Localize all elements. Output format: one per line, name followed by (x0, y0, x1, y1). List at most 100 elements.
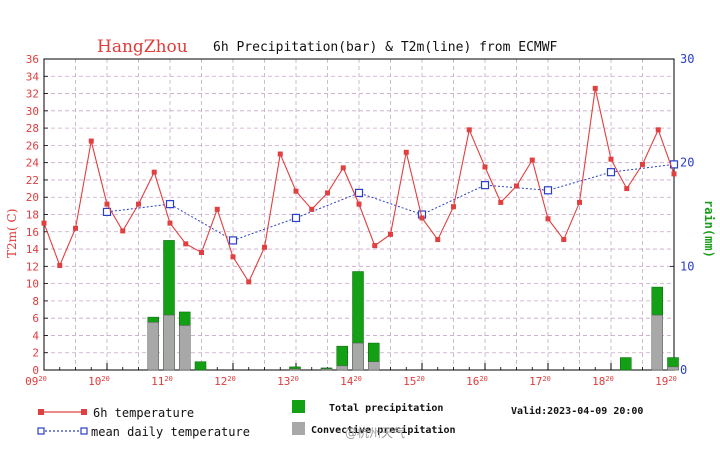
bar-convective (352, 342, 364, 371)
temp-point (482, 164, 488, 170)
temp-point (403, 149, 409, 155)
temp-point (262, 244, 267, 250)
temp-point (561, 237, 567, 243)
temp-point (640, 161, 645, 167)
mean-temp-point (606, 168, 616, 177)
x-tick-label: 1920 (655, 375, 677, 388)
y-left-tick-label: 36 (26, 53, 39, 66)
legend: 6h temperature mean daily temperature To… (37, 400, 643, 439)
bar-convective (147, 322, 159, 371)
y-left-tick-label: 16 (26, 226, 39, 239)
temp-point (498, 199, 504, 205)
watermark: @杭州天气 (345, 425, 405, 440)
precipitation-bars (147, 240, 679, 371)
temp-point (624, 186, 630, 192)
svg-text:Convective precipitation: Convective precipitation (311, 424, 456, 436)
temp-point (88, 138, 94, 144)
y-left-tick-label: 6 (32, 312, 39, 325)
y-axis-left-label: T2m( C) (5, 209, 19, 258)
y-left-tick-label: 30 (26, 105, 39, 118)
temp-point (73, 225, 78, 231)
temp-point (214, 206, 220, 212)
chart-title: 6h Precipitation(bar) & T2m(line) from E… (213, 40, 558, 55)
temp-point (167, 220, 173, 226)
temp-point (183, 241, 189, 247)
temp-point (608, 156, 614, 162)
valid-time: Valid:2023-04-09 20:00 (511, 405, 643, 417)
temp-point (514, 183, 519, 189)
svg-text:Total precipitation: Total precipitation (329, 402, 443, 414)
y-left-tick-label: 20 (26, 191, 39, 204)
mean-temp-point (102, 207, 112, 217)
bar-convective (651, 314, 663, 371)
mean-temp-point (480, 181, 490, 190)
svg-text:6h temperature: 6h temperature (93, 406, 194, 420)
legend-total-precip: Total precipitation (292, 400, 443, 414)
bar-convective (336, 365, 348, 371)
temp-point (592, 85, 598, 91)
mean-temp-line (106, 163, 675, 241)
y-left-tick-label: 14 (26, 243, 40, 256)
y-left-tick-label: 34 (26, 70, 40, 83)
x-tick-label: 1520 (403, 375, 425, 388)
x-tick-label: 1820 (592, 375, 614, 388)
bar-convective (179, 325, 191, 371)
temp-point (277, 151, 283, 157)
temp-point (372, 243, 378, 249)
temp-point (136, 201, 141, 207)
bar-convective (667, 366, 679, 371)
mean-temp-point (165, 200, 175, 209)
bar-convective (368, 361, 380, 371)
x-tick-label: 1620 (466, 375, 488, 388)
y-left-tick-label: 8 (32, 295, 39, 308)
y-right-tick-label: 30 (680, 52, 694, 66)
x-tick-label: 0920 (25, 375, 47, 388)
bar-total (620, 357, 632, 371)
temp-point (655, 127, 661, 133)
y-left-tick-label: 4 (32, 329, 39, 342)
temp-point (41, 220, 47, 226)
bar-total (194, 361, 207, 371)
temp-point (356, 201, 362, 207)
temp-point (466, 127, 472, 133)
temp-point (435, 237, 441, 243)
temperature-series (41, 85, 677, 285)
x-axis: 0920 1020 1120 1220 1320 1420 1520 1620 1720 1820… (25, 363, 677, 388)
temp-point (120, 228, 126, 234)
y-right-tick-label: 0 (680, 363, 687, 377)
temp-point (451, 204, 456, 210)
temp-point (230, 254, 236, 260)
y-left-tick-label: 18 (26, 209, 39, 222)
mean-temp-point (228, 236, 238, 245)
temp-point (151, 169, 157, 175)
temp-point (419, 215, 425, 221)
y-left-tick-label: 22 (26, 174, 39, 187)
temp-point (309, 206, 315, 212)
mean-temp-point (354, 188, 364, 198)
bar-convective (163, 314, 175, 371)
y-left-tick-label: 10 (26, 278, 39, 291)
y-right-tick-label: 20 (680, 156, 694, 170)
temp-point (293, 188, 299, 194)
temp-point (246, 279, 252, 285)
x-tick-label: 1420 (340, 375, 362, 388)
x-tick-label: 1120 (151, 375, 173, 388)
temp-point (57, 262, 63, 268)
temp-point (340, 165, 346, 171)
legend-temp-6h: 6h temperature (38, 406, 194, 420)
y-left-tick-label: 2 (32, 347, 39, 360)
y-left-tick-label: 26 (26, 139, 39, 152)
mean-temperature-series (102, 160, 679, 245)
temp-point (388, 231, 393, 237)
temp-point (325, 190, 330, 196)
temp-point (104, 201, 110, 207)
chart-title-city: HangZhou (97, 37, 188, 57)
legend-convective-precip: Convective precipitation (292, 422, 456, 436)
bar-convective (289, 368, 301, 371)
y-axis-right-label: rain(mm) (702, 200, 716, 258)
temp-point (529, 157, 535, 163)
x-tick-label: 1320 (277, 375, 299, 388)
mean-temp-point (543, 186, 553, 195)
